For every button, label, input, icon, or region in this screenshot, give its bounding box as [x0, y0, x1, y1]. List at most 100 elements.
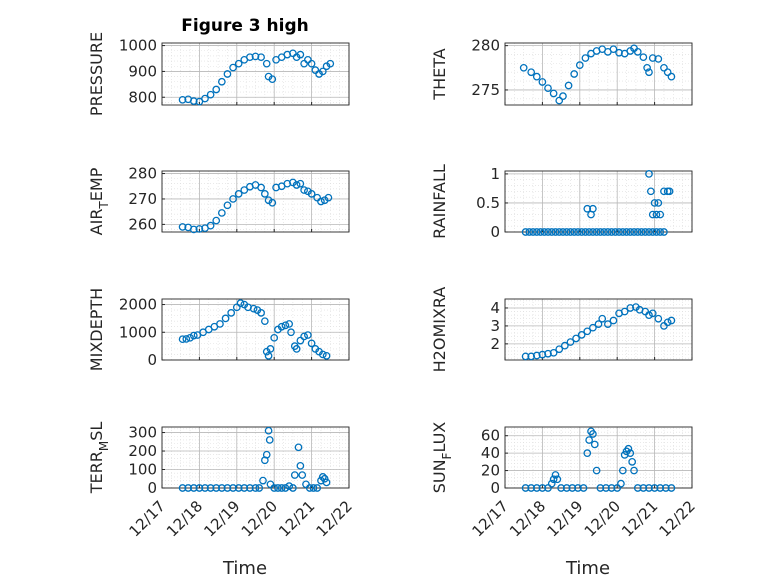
y-axis-label-main: AIR [87, 209, 106, 236]
data-point [547, 228, 556, 236]
y-axis-label-main: H2OMIXRA [430, 287, 449, 373]
data-point [322, 478, 331, 487]
y-tick-label: 0 [490, 223, 500, 241]
data-point [585, 228, 594, 236]
data-point [667, 316, 676, 325]
data-point [633, 484, 642, 492]
data-point [643, 63, 651, 72]
data-point [645, 484, 653, 492]
data-point [645, 170, 653, 178]
y-tick-label: 3 [490, 317, 500, 335]
data-point [626, 228, 635, 236]
data-point [549, 89, 558, 98]
data-point [540, 228, 549, 236]
data-point [570, 228, 579, 236]
data-point [257, 309, 265, 317]
data-point [547, 479, 556, 488]
data-point [189, 225, 198, 234]
data-point [583, 204, 592, 213]
data-point [549, 475, 558, 484]
data-point [589, 430, 597, 438]
y-axis-label-main: PRESSURE [87, 32, 106, 116]
subplot-theta: 275 280 THETA [430, 37, 693, 106]
data-point [574, 228, 582, 236]
data-point [532, 351, 541, 360]
data-point [592, 228, 601, 236]
x-tick-label: 12/19 [543, 497, 586, 540]
data-point [647, 187, 655, 196]
data-point [590, 440, 599, 449]
y-tick-label: 280 [128, 165, 157, 183]
data-point [186, 333, 194, 342]
data-point [326, 59, 335, 68]
data-point [206, 90, 215, 99]
y-tick-label: 0.5 [476, 194, 500, 212]
data-point [240, 484, 249, 492]
y-tick-label: 0 [147, 351, 157, 369]
x-tick-label: 12/19 [200, 497, 243, 540]
y-tick-label: 20 [481, 462, 500, 480]
data-point [549, 348, 558, 357]
data-point [521, 352, 530, 361]
y-tick-label: 0 [147, 479, 157, 497]
subplot-rainfall: 0 0.5 1 RAINFALL [430, 164, 693, 241]
data-point [615, 48, 623, 57]
data-point [281, 321, 290, 330]
data-point [562, 484, 571, 492]
x-tick-label: 12/21 [618, 497, 661, 540]
data-point [521, 228, 530, 236]
y-tick-label: 2 [490, 335, 500, 353]
data-point [277, 322, 286, 331]
data-point [527, 352, 536, 361]
y-tick-label: 800 [128, 88, 157, 106]
data-point [532, 228, 541, 236]
data-point [656, 228, 665, 236]
data-point [663, 318, 672, 327]
data-point [579, 484, 588, 492]
data-point [178, 484, 187, 492]
y-axis-label: AIRTEMP [87, 167, 111, 235]
data-point [583, 327, 592, 336]
data-point [570, 70, 579, 78]
data-point [594, 320, 603, 328]
y-tick-label: 900 [128, 62, 157, 80]
y-tick-label: 0 [490, 479, 500, 497]
data-point [603, 228, 612, 236]
y-axis-label-main: RAINFALL [430, 164, 449, 239]
data-point [257, 183, 265, 192]
data-point [660, 228, 668, 236]
data-point [639, 484, 648, 492]
y-tick-label: 40 [481, 444, 500, 462]
data-point [229, 195, 237, 203]
data-point [585, 436, 594, 444]
y-tick-label: 60 [481, 427, 500, 445]
y-tick-label: 100 [128, 461, 157, 479]
data-point [663, 68, 672, 77]
data-point [236, 299, 245, 308]
x-tick-label: 12/17 [469, 497, 512, 540]
data-point [206, 221, 215, 230]
data-point [189, 331, 198, 340]
data-point [566, 228, 575, 236]
data-point [652, 228, 661, 236]
data-point [609, 316, 618, 325]
data-point [305, 484, 314, 492]
data-point [292, 345, 301, 353]
data-point [521, 484, 530, 492]
data-point [264, 351, 273, 360]
data-point [296, 179, 305, 188]
data-point [559, 228, 567, 236]
data-point [223, 70, 232, 78]
axes-box [504, 426, 693, 489]
data-point [589, 204, 597, 213]
data-point [300, 332, 308, 341]
data-point [195, 225, 204, 233]
data-point [529, 228, 537, 236]
axes-box [504, 42, 693, 106]
y-axis-label: MIXDEPTH [87, 288, 106, 371]
x-tick-label: 12/21 [275, 497, 318, 540]
x-tick-label: 12/18 [506, 497, 549, 540]
data-point [661, 484, 670, 492]
